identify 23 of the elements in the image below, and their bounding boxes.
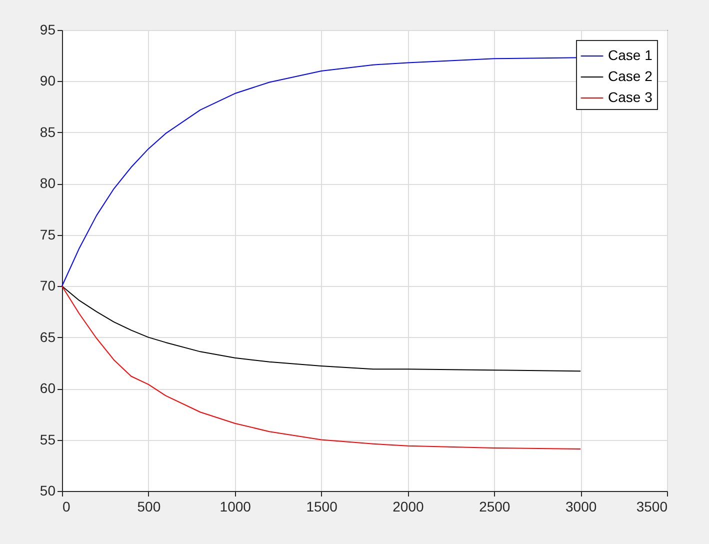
- y-tick-label: 75: [40, 226, 56, 242]
- x-tick-label: 1500: [306, 498, 338, 514]
- y-tick-label: 55: [40, 431, 56, 448]
- legend-label: Case 2: [608, 68, 653, 84]
- x-tick-label: 3500: [636, 498, 668, 514]
- x-tick-label: 1000: [220, 498, 252, 514]
- y-tick-label: 95: [40, 22, 56, 38]
- y-tick-label: 65: [40, 328, 56, 345]
- x-tick-label: 500: [137, 498, 161, 514]
- y-tick-label: 80: [40, 175, 56, 192]
- y-tick-label: 90: [40, 72, 56, 89]
- line-series: [62, 286, 582, 450]
- line-series: [62, 286, 582, 372]
- y-tick-label: 85: [40, 124, 56, 140]
- x-tick-label: 0: [62, 498, 70, 514]
- x-tick-label: 2000: [392, 498, 424, 514]
- y-tick-label: 60: [40, 380, 56, 396]
- y-tick-label: 70: [40, 278, 56, 294]
- x-tick-label: 3000: [565, 498, 597, 514]
- x-tick-label: 2500: [479, 498, 510, 514]
- legend-label: Case 1: [608, 47, 653, 63]
- y-tick-label: 50: [40, 482, 56, 498]
- legend-label: Case 3: [608, 89, 653, 105]
